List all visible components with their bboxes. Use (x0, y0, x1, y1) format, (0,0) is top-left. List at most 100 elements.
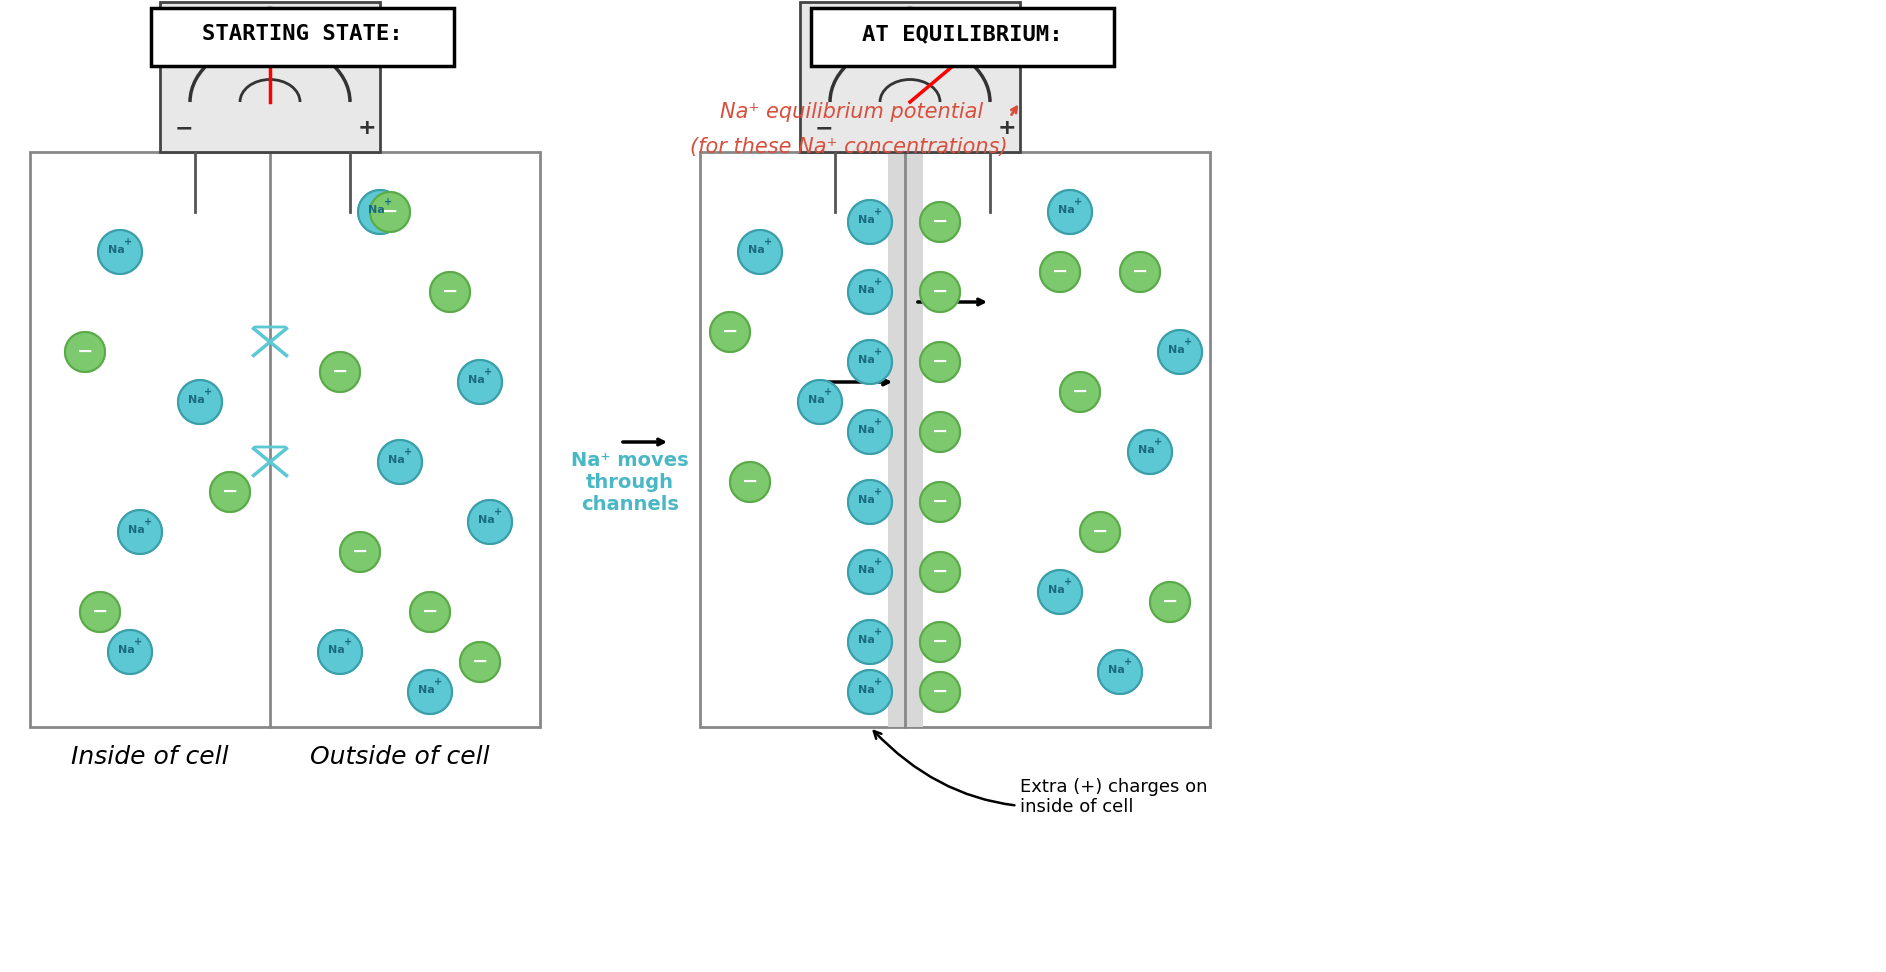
Text: +: + (204, 387, 211, 397)
Circle shape (258, 8, 283, 32)
Text: Na: Na (1058, 205, 1075, 215)
Circle shape (920, 482, 960, 522)
Text: Na: Na (187, 395, 204, 405)
Circle shape (920, 622, 960, 662)
Circle shape (1037, 570, 1083, 614)
Text: −: − (92, 602, 108, 620)
Text: Na: Na (468, 375, 485, 385)
Circle shape (849, 410, 892, 454)
Text: Na: Na (858, 285, 875, 295)
Text: Na: Na (128, 525, 145, 535)
Text: +: + (764, 237, 771, 247)
Text: −: − (1162, 592, 1179, 610)
Circle shape (98, 230, 141, 274)
Circle shape (849, 550, 892, 594)
Text: +: + (873, 207, 883, 217)
Text: +: + (873, 277, 883, 287)
FancyBboxPatch shape (888, 152, 922, 727)
Text: −: − (932, 422, 949, 440)
Text: +: + (873, 347, 883, 357)
Text: −: − (472, 651, 488, 671)
Circle shape (1081, 512, 1120, 552)
Text: Na: Na (858, 355, 875, 365)
Circle shape (177, 380, 223, 424)
Text: −: − (722, 322, 737, 340)
Text: Na: Na (1107, 665, 1124, 675)
Text: −: − (932, 681, 949, 701)
Text: +: + (998, 118, 1017, 138)
Circle shape (920, 272, 960, 312)
Text: Na: Na (858, 215, 875, 225)
Circle shape (920, 672, 960, 712)
Text: Extra (+) charges on
inside of cell: Extra (+) charges on inside of cell (873, 731, 1207, 816)
Text: (for these Na⁺ concentrations): (for these Na⁺ concentrations) (690, 137, 1007, 157)
Text: +: + (873, 557, 883, 567)
Circle shape (1158, 330, 1201, 374)
Circle shape (920, 342, 960, 382)
Text: Na: Na (858, 685, 875, 695)
Circle shape (460, 642, 500, 682)
Text: +: + (404, 447, 411, 457)
Circle shape (377, 440, 422, 484)
Text: Na: Na (368, 205, 385, 215)
Text: −: − (1052, 261, 1067, 281)
Text: +: + (1064, 577, 1071, 587)
Text: −: − (1071, 381, 1088, 400)
Circle shape (321, 352, 360, 392)
Text: −: − (932, 492, 949, 510)
Text: −: − (1092, 522, 1109, 540)
Circle shape (1120, 252, 1160, 292)
Circle shape (920, 202, 960, 242)
Text: +: + (485, 367, 492, 377)
Text: Na: Na (747, 245, 764, 255)
Text: Na: Na (117, 645, 134, 655)
Circle shape (1049, 190, 1092, 234)
Text: −: − (1132, 261, 1149, 281)
Text: −: − (932, 352, 949, 370)
Text: −: − (353, 541, 368, 561)
Text: Na: Na (1167, 345, 1184, 355)
Text: +: + (873, 487, 883, 497)
Text: +: + (494, 507, 502, 517)
Text: Na: Na (1137, 445, 1154, 455)
Text: +: + (873, 417, 883, 427)
Text: −: − (441, 282, 458, 300)
FancyBboxPatch shape (800, 2, 1020, 152)
Text: +: + (358, 118, 377, 138)
Text: −: − (381, 201, 398, 221)
FancyBboxPatch shape (151, 8, 455, 66)
Text: −: − (77, 341, 92, 361)
Text: +: + (873, 677, 883, 687)
Text: +: + (385, 197, 392, 207)
Text: +: + (1154, 437, 1162, 447)
Circle shape (430, 272, 470, 312)
Text: +: + (1073, 197, 1083, 207)
Text: Na: Na (807, 395, 824, 405)
Circle shape (407, 670, 453, 714)
Circle shape (730, 462, 769, 502)
Text: Na: Na (328, 645, 345, 655)
Text: −: − (932, 282, 949, 300)
Circle shape (709, 312, 751, 352)
Text: Na⁺ equilibrium potential: Na⁺ equilibrium potential (720, 102, 983, 122)
Circle shape (108, 630, 153, 674)
Text: Na: Na (858, 495, 875, 505)
Text: −: − (175, 118, 194, 138)
Text: AT EQUILIBRIUM:: AT EQUILIBRIUM: (862, 24, 1062, 44)
Text: +: + (1184, 337, 1192, 347)
Circle shape (898, 8, 922, 32)
Circle shape (849, 620, 892, 664)
Circle shape (319, 630, 362, 674)
Text: −: − (815, 118, 834, 138)
Text: Na: Na (858, 635, 875, 645)
Circle shape (920, 412, 960, 452)
Text: −: − (223, 481, 238, 501)
FancyBboxPatch shape (160, 2, 379, 152)
Text: Na: Na (417, 685, 434, 695)
Text: Na: Na (1047, 585, 1064, 595)
Circle shape (468, 500, 511, 544)
FancyBboxPatch shape (811, 8, 1115, 66)
Circle shape (370, 192, 409, 232)
Text: Na: Na (108, 245, 124, 255)
Circle shape (849, 270, 892, 314)
